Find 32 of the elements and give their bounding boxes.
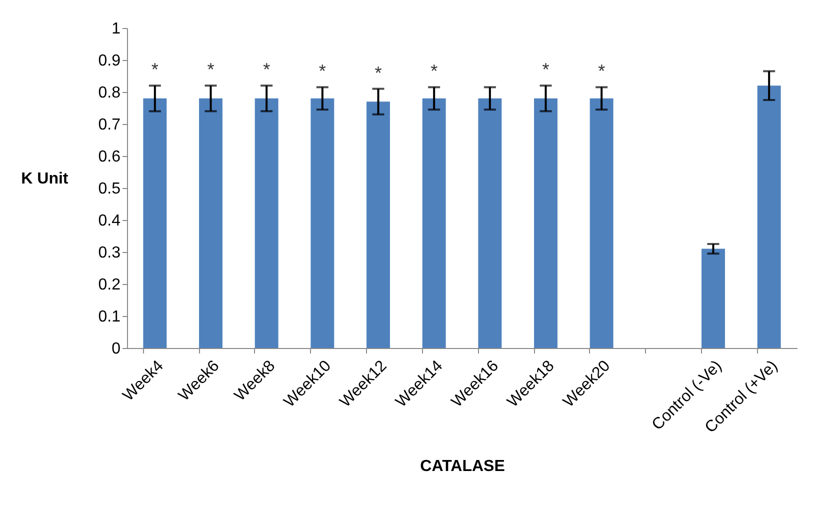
bar	[757, 86, 781, 348]
y-axis-title: K Unit	[21, 170, 69, 188]
data-label: *	[598, 61, 606, 82]
bar	[702, 248, 725, 348]
y-tick-label: 0.5	[98, 180, 121, 198]
y-tick-label: 0.8	[98, 84, 121, 102]
x-axis-title: CATALASE	[420, 458, 506, 475]
y-tick-label: 0.6	[98, 148, 121, 166]
data-label: *	[374, 62, 382, 83]
data-label: *	[151, 60, 158, 80]
y-tick-label: 0.4	[98, 212, 121, 230]
data-label: *	[207, 60, 214, 80]
data-label: *	[263, 60, 270, 80]
data-label: *	[542, 60, 550, 80]
bar	[310, 98, 334, 348]
y-tick-label: 0.2	[98, 276, 121, 294]
bar	[199, 98, 222, 348]
y-tick-label: 0.7	[98, 116, 121, 134]
y-tick-label: 0.3	[98, 244, 121, 262]
bar	[534, 98, 558, 348]
bar	[422, 98, 446, 348]
y-tick-label: 0.1	[98, 308, 121, 326]
y-tick-label: 0	[112, 340, 121, 358]
bar	[143, 98, 167, 348]
data-label: *	[430, 61, 438, 82]
bar	[366, 102, 390, 348]
bar	[590, 98, 614, 348]
y-tick-label: 1	[112, 20, 121, 38]
y-tick-label: 0.9	[98, 52, 121, 70]
data-label: *	[318, 61, 326, 82]
bar	[478, 98, 502, 348]
bar	[254, 98, 278, 348]
